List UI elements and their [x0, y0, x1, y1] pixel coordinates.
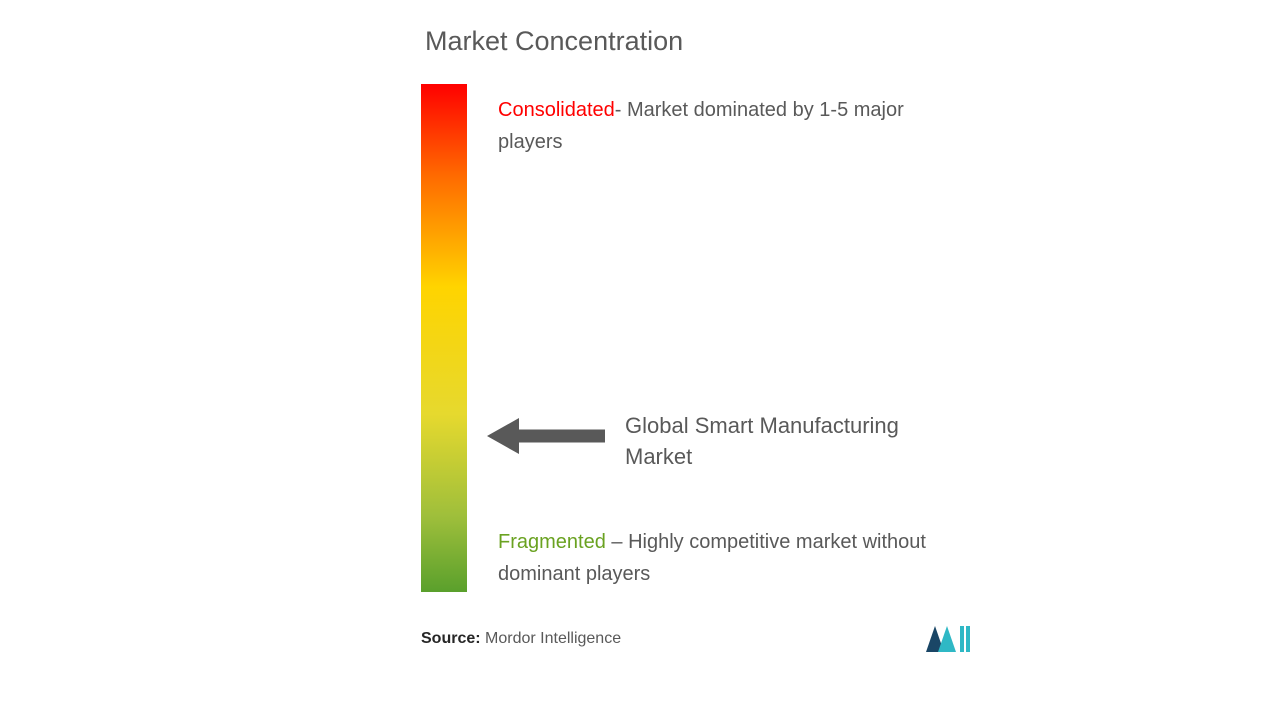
market-name-label: Global Smart Manufacturing Market: [625, 411, 955, 473]
consolidated-label: Consolidated- Market dominated by 1-5 ma…: [498, 94, 938, 158]
fragmented-word: Fragmented: [498, 531, 606, 553]
source-attribution: Source: Mordor Intelligence: [421, 630, 621, 648]
indicator-arrow-icon: [487, 418, 605, 454]
brand-logo-icon: [924, 624, 972, 652]
consolidated-word: Consolidated: [498, 99, 615, 121]
market-name-line1: Global Smart Manufacturing: [625, 413, 899, 438]
chart-title: Market Concentration: [425, 26, 683, 57]
source-label: Source:: [421, 630, 481, 647]
source-value: Mordor Intelligence: [485, 630, 621, 647]
market-name-line2: Market: [625, 444, 692, 469]
fragmented-label: Fragmented – Highly competitive market w…: [498, 526, 968, 590]
concentration-gradient-bar: [421, 84, 467, 592]
